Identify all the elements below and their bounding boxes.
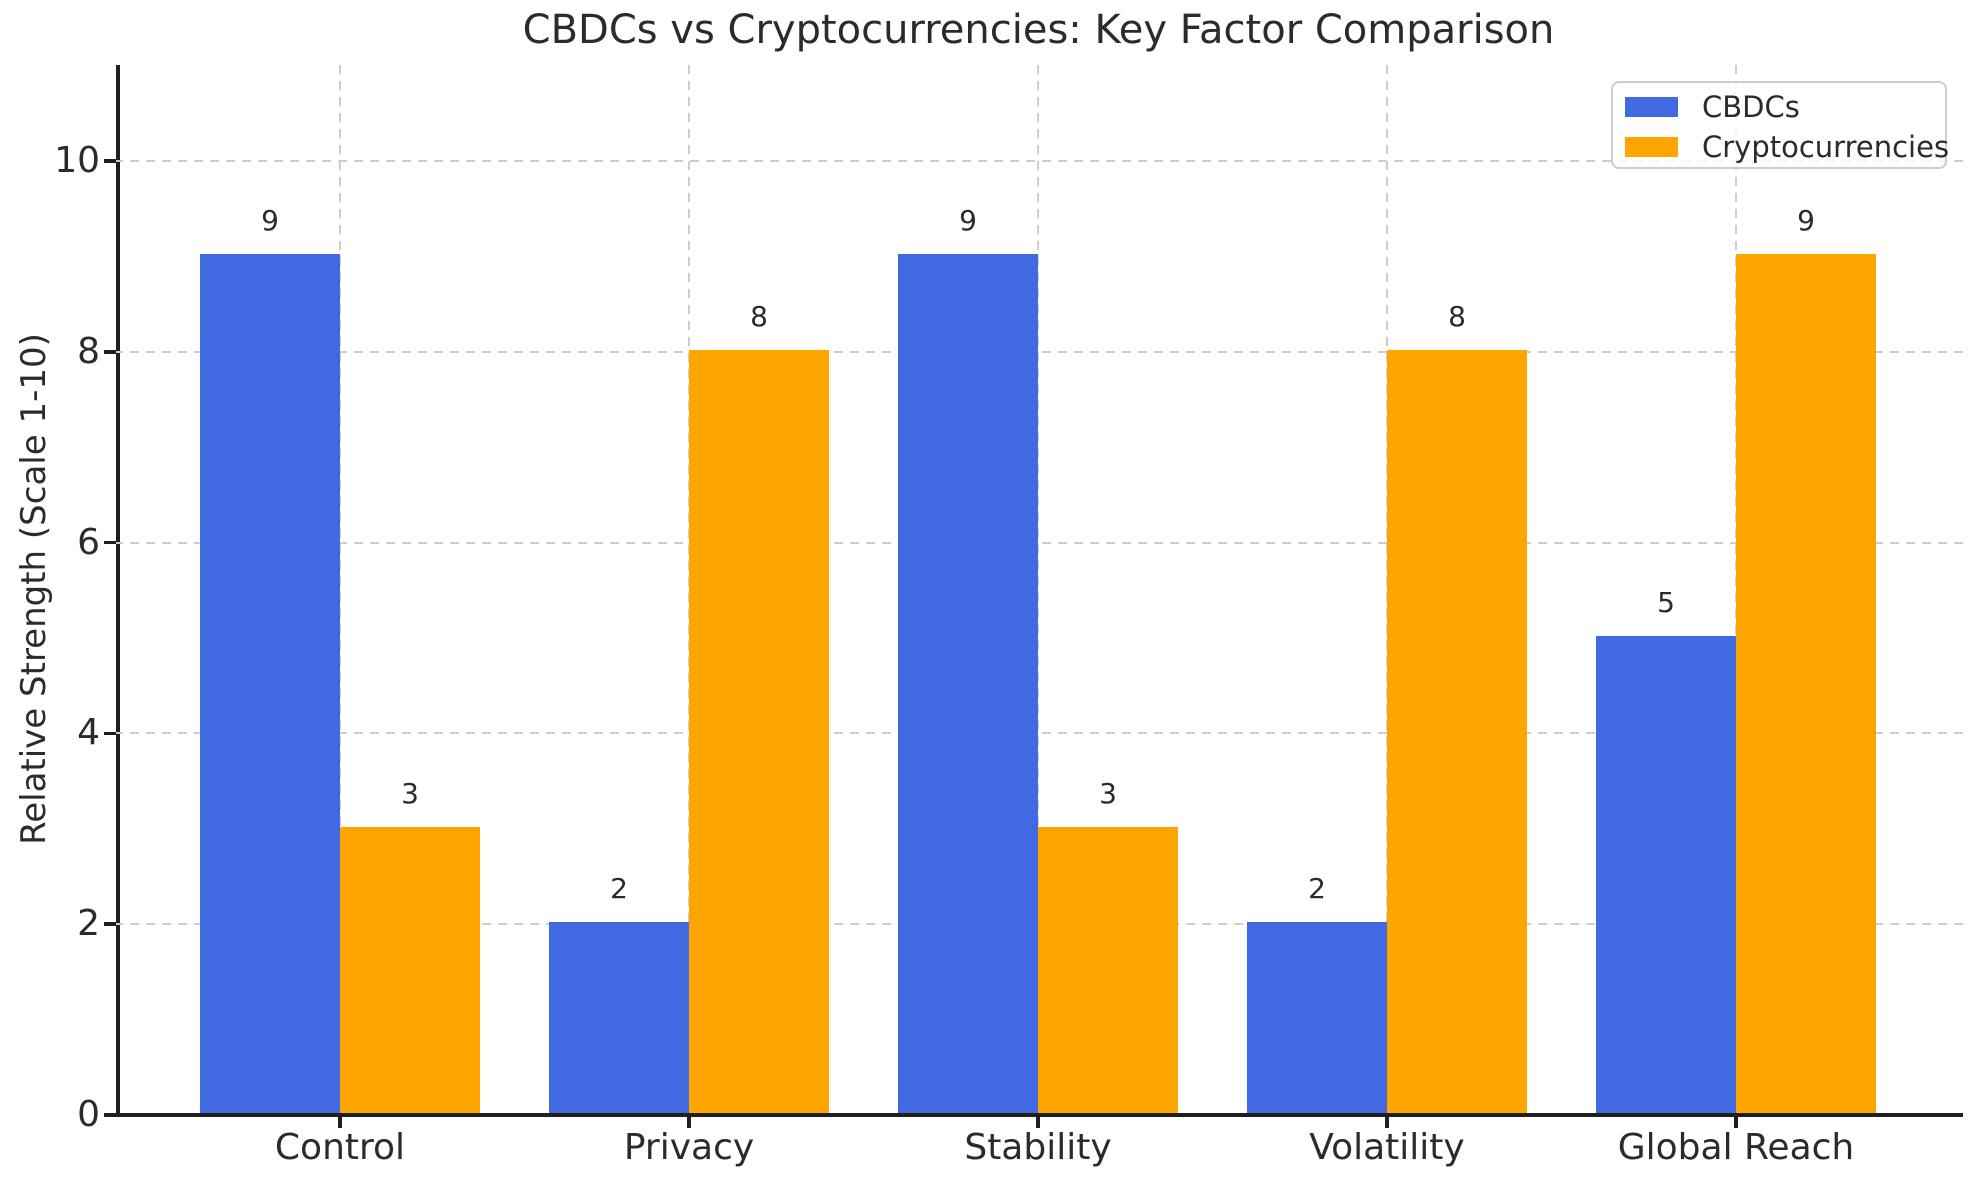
x-tick-mark-control: [338, 1117, 342, 1128]
legend-item-cbdcs: CBDCs: [1613, 87, 1945, 127]
gridline-x-stability: [1037, 65, 1039, 1113]
x-axis-spine: [114, 1113, 1963, 1117]
x-tick-label-stability: Stability: [964, 1127, 1112, 1168]
legend-swatch-cbdcs: [1625, 97, 1678, 117]
bar-cbdcs-privacy: [549, 922, 689, 1113]
legend-label-cbdcs: CBDCs: [1702, 90, 1800, 124]
x-tick-mark-volatility: [1385, 1117, 1389, 1128]
x-tick-label-volatility: Volatility: [1309, 1127, 1465, 1168]
bar-cbdcs-global-reach: [1596, 636, 1736, 1113]
value-label-cbdcs-privacy: 2: [610, 872, 628, 906]
bar-cbdcs-stability: [898, 254, 1038, 1113]
value-label-cryptocurrencies-privacy: 8: [750, 299, 768, 333]
x-tick-mark-global-reach: [1734, 1117, 1738, 1128]
y-tick-label-6: 6: [77, 521, 100, 563]
value-label-cryptocurrencies-volatility: 8: [1448, 299, 1466, 333]
value-label-cbdcs-control: 9: [261, 204, 279, 238]
x-tick-label-privacy: Privacy: [623, 1127, 755, 1168]
bar-cryptocurrencies-stability: [1038, 826, 1178, 1113]
legend-swatch-cryptocurrencies: [1625, 137, 1678, 157]
value-label-cryptocurrencies-control: 3: [401, 776, 419, 810]
chart-title: CBDCs vs Cryptocurrencies: Key Factor Co…: [522, 7, 1555, 53]
y-tick-label-0: 0: [77, 1094, 100, 1135]
y-tick-label-2: 2: [77, 903, 100, 945]
value-label-cbdcs-global-reach: 5: [1657, 586, 1675, 619]
legend: CBDCs Cryptocurrencies: [1611, 81, 1949, 169]
y-tick-mark-0: [104, 1113, 116, 1117]
bar-cryptocurrencies-global-reach: [1736, 254, 1876, 1113]
y-tick-label-8: 8: [77, 330, 100, 372]
value-label-cryptocurrencies-stability: 3: [1099, 776, 1117, 810]
bar-cbdcs-volatility: [1247, 922, 1387, 1113]
x-tick-label-control: Control: [274, 1127, 406, 1168]
y-axis-label: Relative Strength (Scale 1-10): [14, 333, 54, 845]
gridline-x-control: [339, 65, 341, 1113]
y-tick-mark-10: [104, 159, 116, 163]
y-tick-label-10: 10: [54, 140, 100, 181]
bar-cryptocurrencies-volatility: [1387, 349, 1527, 1113]
bar-cryptocurrencies-control: [340, 826, 480, 1113]
y-tick-mark-4: [104, 731, 116, 736]
x-tick-label-global-reach: Global Reach: [1617, 1127, 1855, 1168]
x-tick-mark-stability: [1036, 1117, 1040, 1128]
y-tick-mark-2: [104, 922, 116, 926]
value-label-cryptocurrencies-global-reach: 9: [1797, 204, 1815, 238]
y-tick-mark-6: [104, 540, 116, 545]
y-tick-mark-8: [104, 350, 116, 354]
x-tick-mark-privacy: [687, 1117, 691, 1128]
value-label-cbdcs-volatility: 2: [1308, 872, 1326, 906]
legend-label-cryptocurrencies: Cryptocurrencies: [1702, 130, 1950, 164]
y-tick-label-4: 4: [77, 712, 100, 754]
legend-item-cryptocurrencies: Cryptocurrencies: [1613, 127, 1949, 167]
y-axis-spine: [116, 65, 120, 1117]
value-label-cbdcs-stability: 9: [959, 204, 977, 238]
bar-cbdcs-control: [200, 254, 340, 1113]
bar-cryptocurrencies-privacy: [689, 349, 829, 1113]
